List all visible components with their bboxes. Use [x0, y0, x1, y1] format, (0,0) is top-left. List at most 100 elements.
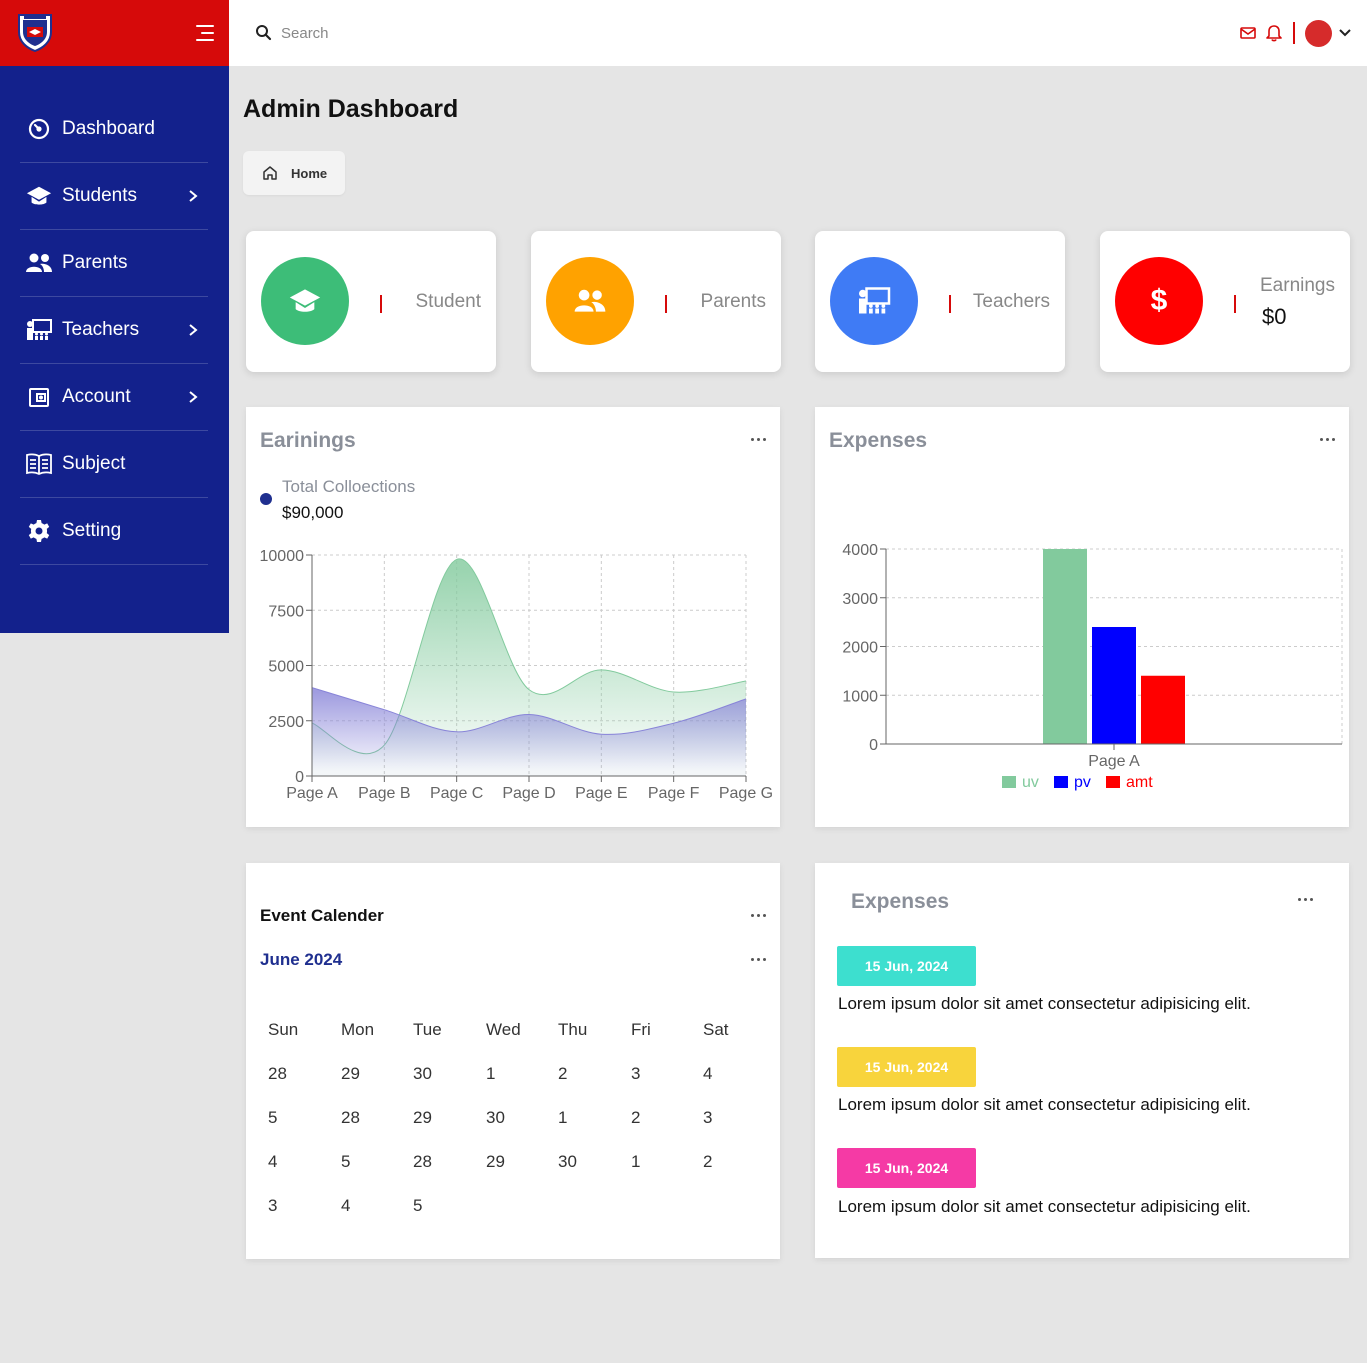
calendar-day[interactable]: 29 [486, 1152, 505, 1171]
users-icon [26, 251, 52, 275]
sidebar-item-account[interactable]: Account [20, 364, 208, 431]
x-tick-label: Page F [648, 785, 700, 802]
calendar-day[interactable]: 30 [413, 1064, 432, 1083]
more-options-icon[interactable] [751, 957, 769, 963]
sidebar-item-subject[interactable]: Subject [20, 431, 208, 498]
y-tick-label: 0 [295, 769, 304, 786]
calendar-day[interactable]: 30 [486, 1108, 505, 1127]
event-date-badge: 15 Jun, 2024 [837, 946, 976, 986]
calendar-day[interactable]: 5 [341, 1152, 351, 1171]
stat-value: $0 [1262, 304, 1287, 329]
calendar-day[interactable]: 5 [268, 1108, 278, 1127]
y-tick-label: 3000 [842, 591, 878, 608]
calendar-panel [246, 863, 780, 1259]
sidebar-item-parents[interactable]: Parents [20, 230, 208, 297]
search-input[interactable] [281, 18, 581, 48]
chevron-right-icon [189, 324, 198, 336]
calendar-day[interactable]: 4 [341, 1196, 351, 1215]
y-tick-label: 0 [869, 737, 878, 754]
sidebar-item-students[interactable]: Students [20, 163, 208, 230]
stat-card-teachers[interactable]: Teachers [815, 231, 1065, 372]
x-tick-label: Page C [430, 785, 483, 802]
stat-card-student[interactable]: Student [246, 231, 496, 372]
bell-icon[interactable] [1265, 23, 1283, 42]
stat-label: Teachers [972, 291, 1050, 312]
calendar-day[interactable]: 28 [341, 1108, 360, 1127]
chevron-down-icon[interactable] [1338, 27, 1352, 39]
calendar-weekday: Tue [413, 1020, 442, 1039]
x-tick-label: Page B [358, 785, 410, 802]
graduation-cap-icon [26, 184, 52, 208]
mail-icon[interactable] [1239, 24, 1257, 42]
calendar-day[interactable]: 4 [703, 1064, 713, 1083]
panel-title: Expenses [851, 890, 950, 913]
calendar-day[interactable]: 28 [268, 1064, 287, 1083]
sidebar-item-label: Students [62, 185, 137, 206]
calendar-day[interactable]: 29 [341, 1064, 360, 1083]
collection-value: $90,000 [282, 503, 344, 522]
stat-label: Earnings [1260, 275, 1335, 296]
calendar-day[interactable]: 3 [631, 1064, 641, 1083]
teacher-icon [26, 318, 52, 342]
breadcrumb[interactable]: Home [243, 151, 345, 195]
calendar-day[interactable]: 2 [703, 1152, 713, 1171]
more-options-icon[interactable] [751, 437, 769, 443]
y-tick-label: 7500 [268, 603, 304, 620]
calendar-day[interactable]: 29 [413, 1108, 432, 1127]
more-options-icon[interactable] [1298, 897, 1316, 903]
legend-swatch [1106, 776, 1120, 788]
calendar-day[interactable]: 4 [268, 1152, 278, 1171]
calendar-month: June 2024 [260, 950, 343, 969]
calendar-day[interactable]: 1 [558, 1108, 568, 1127]
calendar-day[interactable]: 2 [631, 1108, 641, 1127]
more-options-icon[interactable] [751, 913, 769, 919]
stat-card-parents[interactable]: Parents [531, 231, 781, 372]
sidebar-item-label: Dashboard [62, 118, 155, 139]
sidebar-item-dashboard[interactable]: Dashboard [20, 96, 208, 163]
calendar-title: Event Calender [260, 906, 384, 925]
calendar-day[interactable]: 3 [703, 1108, 713, 1127]
legend-dot [260, 493, 272, 505]
x-tick-label: Page G [719, 785, 773, 802]
calendar-day[interactable]: 5 [413, 1196, 423, 1215]
menu-toggle-icon[interactable] [196, 25, 214, 41]
sidebar-item-label: Subject [62, 453, 126, 474]
gear-icon [26, 519, 52, 543]
more-options-icon[interactable] [1320, 437, 1338, 443]
avatar[interactable] [1305, 20, 1332, 47]
calendar-day[interactable]: 30 [558, 1152, 577, 1171]
stat-card-earnings[interactable]: $ Earnings $0 [1100, 231, 1350, 372]
event-text: Lorem ipsum dolor sit amet consectetur a… [838, 994, 1251, 1013]
calendar-day[interactable]: 3 [268, 1196, 278, 1215]
panel-title: Expenses [829, 429, 928, 452]
calendar-weekday: Mon [341, 1020, 375, 1039]
school-logo[interactable] [16, 12, 54, 52]
sidebar-item-teachers[interactable]: Teachers [20, 297, 208, 364]
stat-divider [949, 295, 951, 313]
book-icon [26, 452, 52, 476]
sidebar-item-setting[interactable]: Setting [20, 498, 208, 565]
y-tick-label: 2500 [268, 714, 304, 731]
calendar-weekday: Wed [486, 1020, 521, 1039]
y-tick-label: 2000 [842, 640, 878, 657]
home-icon [263, 166, 277, 180]
legend-swatch [1054, 776, 1068, 788]
stat-divider [1234, 295, 1236, 313]
calendar-day[interactable]: 28 [413, 1152, 432, 1171]
calendar-day[interactable]: 1 [486, 1064, 496, 1083]
x-tick-label: Page D [502, 785, 555, 802]
chevron-right-icon [189, 391, 198, 403]
legend-label: uv [1022, 774, 1039, 791]
graduation-cap-icon [289, 289, 321, 312]
teacher-icon [859, 287, 891, 314]
sidebar-item-label: Parents [62, 252, 128, 273]
sidebar-item-label: Setting [62, 520, 122, 541]
panel-title: Earinings [260, 429, 356, 452]
earnings-area-chart: 0 2500 5000 7500 10000 Page A Page B Page C Page… [260, 548, 774, 802]
legend-swatch [1002, 776, 1016, 788]
bar-pv [1092, 627, 1136, 744]
calendar-day[interactable]: 1 [631, 1152, 641, 1171]
calendar-weekday: Sun [268, 1020, 299, 1039]
x-tick-label: Page A [1088, 753, 1140, 770]
calendar-day[interactable]: 2 [558, 1064, 568, 1083]
